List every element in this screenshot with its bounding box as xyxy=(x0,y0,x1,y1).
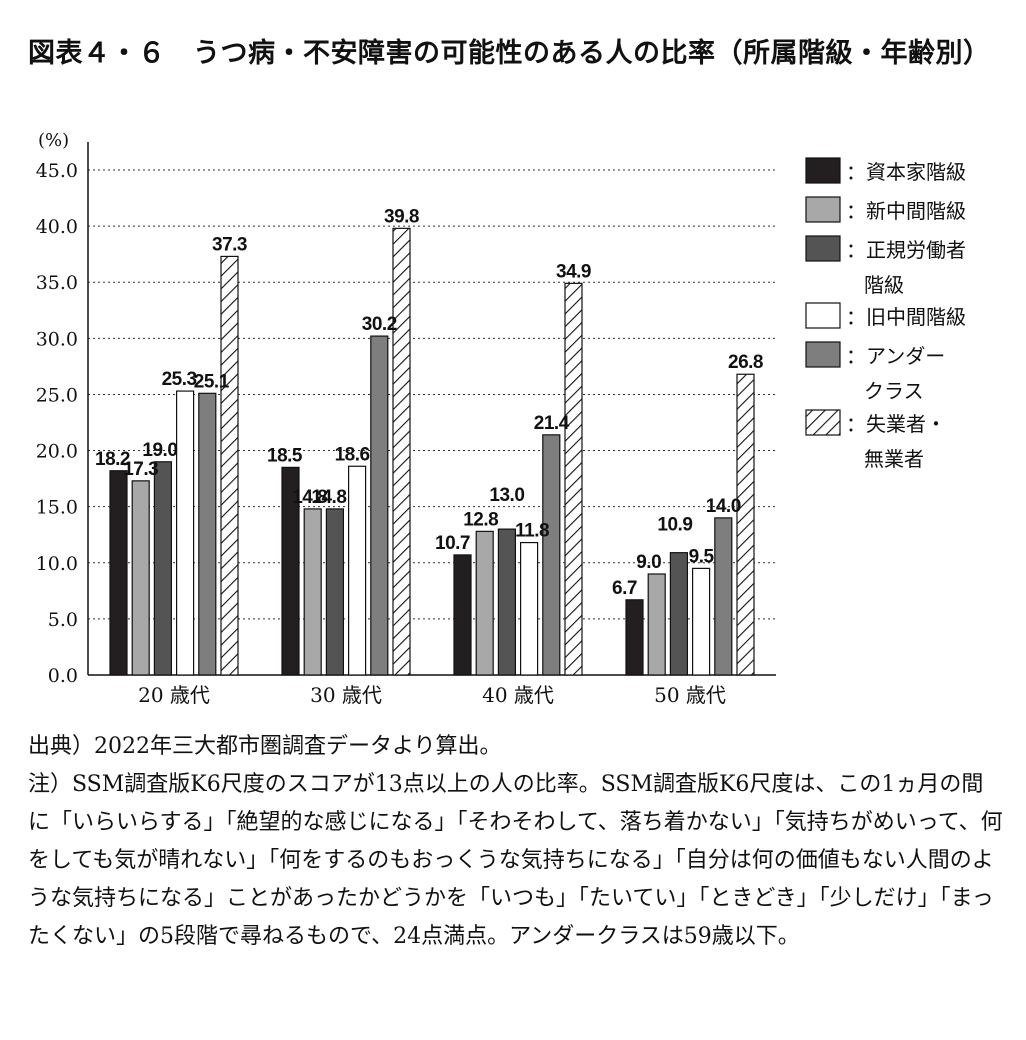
bar xyxy=(370,335,389,676)
data-label: 9.5 xyxy=(689,546,715,567)
source-note: 出典）2022年三大都市圏調査データより算出。 xyxy=(28,734,502,759)
bar xyxy=(303,508,322,676)
y-axis-label: (%) xyxy=(38,130,69,151)
data-label: 34.9 xyxy=(556,261,591,282)
bar xyxy=(198,392,217,676)
bar xyxy=(325,508,344,676)
data-label: 39.8 xyxy=(384,206,419,227)
bar xyxy=(176,390,195,676)
legend-swatch xyxy=(805,341,841,368)
bar xyxy=(453,554,472,676)
legend-swatch xyxy=(805,409,841,436)
x-tick-label: 40 歳代 xyxy=(482,683,554,707)
bar xyxy=(220,255,239,676)
bar xyxy=(714,517,733,676)
legend-label: ：正規労働者 xyxy=(846,238,966,262)
y-tick-label: 25.0 xyxy=(36,384,78,406)
bar xyxy=(348,465,367,676)
bar xyxy=(625,599,644,676)
legend-swatch xyxy=(805,302,841,329)
notes: 出典）2022年三大都市圏調査データより算出。 注）SSM調査版K6尺度のスコア… xyxy=(28,728,1003,956)
data-label: 18.2 xyxy=(95,449,130,470)
bar xyxy=(475,530,494,676)
bar xyxy=(691,567,711,676)
axes: 0.0 5.0 10.0 15.0 20.0 25.0 30.0 35.0 40.0 45.0 (%… xyxy=(36,130,776,707)
data-label: 11.8 xyxy=(515,521,549,542)
data-label: 17.3 xyxy=(123,459,158,480)
bar xyxy=(109,470,128,676)
data-label: 13.0 xyxy=(489,485,524,506)
data-label: 12.8 xyxy=(463,509,498,530)
bars xyxy=(109,227,755,676)
data-label: 19.0 xyxy=(142,440,177,461)
data-label: 26.8 xyxy=(728,352,763,373)
bar xyxy=(497,528,516,676)
data-label: 21.4 xyxy=(534,413,570,434)
bar xyxy=(281,466,300,676)
y-tick-label: 0.0 xyxy=(48,665,78,687)
bar xyxy=(392,227,411,676)
legend-swatch xyxy=(805,196,841,223)
legend-label: 無業者 xyxy=(864,447,924,471)
bar xyxy=(519,541,539,676)
y-tick-label: 45.0 xyxy=(36,160,78,182)
bar xyxy=(736,373,755,676)
method-note: 注）SSM調査版K6尺度のスコアが13点以上の人の比率。SSM調査版K6尺度は、… xyxy=(28,772,1003,949)
data-label: 10.7 xyxy=(435,533,470,554)
x-tick-label: 20 歳代 xyxy=(138,683,210,707)
x-tick-label: 50 歳代 xyxy=(654,683,726,707)
legend-swatch xyxy=(805,235,841,262)
bar xyxy=(647,573,666,676)
y-tick-label: 5.0 xyxy=(48,609,78,631)
x-tick-label: 30 歳代 xyxy=(310,683,382,707)
legend-label: ：資本家階級 xyxy=(846,160,966,184)
bar-chart: 0.0 5.0 10.0 15.0 20.0 25.0 30.0 35.0 40.0 45.0 (%… xyxy=(36,130,966,707)
data-labels: 18.217.319.0 25.325.1 37.3 18.5 14.814.8 18.6… xyxy=(95,206,763,598)
legend-label: 階級 xyxy=(864,273,904,297)
y-tick-label: 15.0 xyxy=(36,497,78,519)
data-label: 14.8 xyxy=(292,487,327,508)
bar xyxy=(564,282,583,676)
legend-label: ：旧中間階級 xyxy=(846,305,966,329)
bar xyxy=(669,552,689,676)
legend-label: ：アンダー xyxy=(846,344,945,368)
data-label: 37.3 xyxy=(212,234,247,255)
legend-label: クラス xyxy=(864,379,924,403)
y-tick-label: 40.0 xyxy=(36,216,78,238)
data-label: 14.0 xyxy=(706,496,741,517)
y-tick-label: 20.0 xyxy=(36,441,78,463)
legend-label: ：新中間階級 xyxy=(846,199,966,223)
y-tick-label: 30.0 xyxy=(36,328,78,350)
data-label: 25.1 xyxy=(194,371,230,392)
y-tick-label: 10.0 xyxy=(36,553,78,575)
legend-label: ：失業者・ xyxy=(846,412,946,436)
data-label: 30.2 xyxy=(362,314,397,335)
data-label: 6.7 xyxy=(612,578,637,599)
data-label: 18.6 xyxy=(335,444,370,465)
data-label: 18.5 xyxy=(267,445,303,466)
legend-swatch xyxy=(805,157,841,184)
bar xyxy=(131,480,150,676)
data-label: 25.3 xyxy=(162,369,197,390)
bar xyxy=(153,461,172,676)
data-label: 9.0 xyxy=(636,552,661,573)
chart-title: 図表４・６ うつ病・不安障害の可能性のある人の比率（所属階級・年齢別） xyxy=(28,38,991,69)
data-label: 14.8 xyxy=(311,487,346,508)
data-label: 10.9 xyxy=(657,515,692,536)
bar xyxy=(542,434,561,676)
y-tick-label: 35.0 xyxy=(36,272,78,294)
